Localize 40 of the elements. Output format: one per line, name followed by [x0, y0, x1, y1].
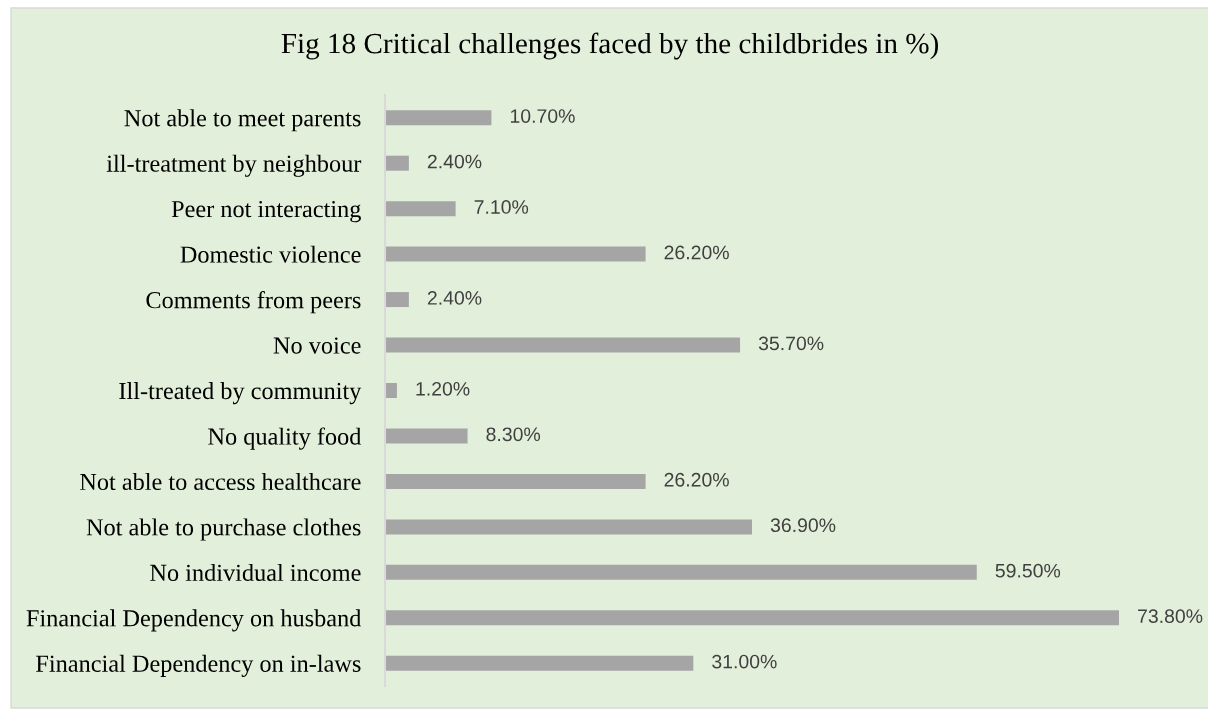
data-label: 1.20% [416, 381, 470, 396]
bar [385, 519, 752, 535]
bar [385, 655, 694, 671]
y-tick-label: ill-treatment by neighbour [106, 154, 362, 177]
bar [385, 155, 409, 171]
y-tick-label: Peer not interacting [171, 200, 361, 223]
data-label: 73.80% [1138, 609, 1203, 624]
y-tick-label: No quality food [208, 427, 362, 450]
bar [385, 428, 468, 444]
bar [385, 201, 456, 217]
y-tick-label: Financial Dependency on in-laws [36, 654, 361, 677]
bar [385, 110, 492, 126]
y-tick-label: No voice [273, 337, 361, 354]
data-label: 10.70% [510, 109, 575, 123]
data-label: 2.40% [427, 154, 482, 169]
data-label: 31.00% [712, 654, 777, 669]
bar [385, 292, 409, 308]
y-tick-label: Not able to meet parents [124, 109, 361, 132]
chart-title: Fig 18 Critical challenges faced by the childbrides in %) [281, 32, 938, 60]
y-tick-label: Financial Dependency on husband [26, 609, 362, 632]
bar [385, 383, 397, 398]
data-label: 35.70% [758, 336, 824, 351]
y-tick-label: Domestic violence [180, 245, 361, 263]
data-label: 26.20% [664, 472, 729, 487]
y-tick-label: Comments from peers [146, 291, 361, 314]
bar [385, 564, 977, 580]
y-tick-label: No individual income [150, 563, 361, 582]
data-label: 7.10% [474, 200, 529, 214]
y-tick-label: Not able to purchase clothes [86, 518, 361, 541]
data-label: 59.50% [995, 563, 1061, 578]
bar [385, 337, 741, 353]
bar [385, 610, 1119, 626]
bar [385, 473, 646, 489]
bar [385, 246, 646, 262]
data-label: 8.30% [486, 427, 541, 442]
y-tick-label: Not able to access healthcare [80, 472, 361, 491]
data-label: 36.90% [770, 518, 836, 533]
data-label: 2.40% [427, 291, 482, 305]
y-tick-label: Ill-treated by community [119, 382, 362, 405]
data-label: 26.20% [664, 245, 729, 260]
